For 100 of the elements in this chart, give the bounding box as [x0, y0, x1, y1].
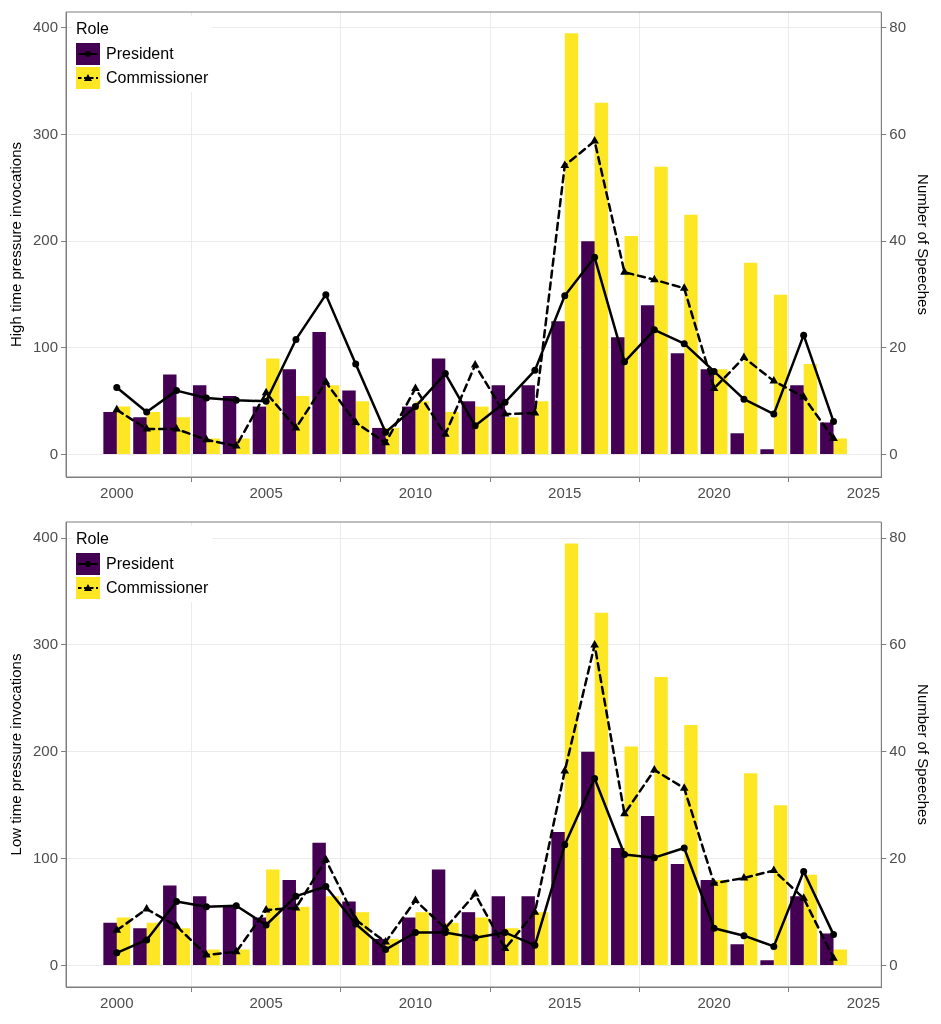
bar [714, 369, 728, 455]
bar [594, 102, 609, 455]
x-tick-label: 2010 [398, 484, 433, 502]
bar [654, 677, 668, 966]
bar [461, 912, 476, 966]
bar [431, 869, 446, 966]
y2-tick-label: 60 [889, 124, 906, 142]
point [531, 366, 539, 374]
bar [551, 321, 565, 455]
y2-tick-label: 0 [889, 955, 898, 973]
point [321, 854, 331, 863]
legend-label: Commissioner [106, 578, 209, 598]
point [620, 358, 628, 366]
bar [624, 746, 638, 966]
x-tick-label: 2000 [100, 994, 134, 1012]
bar [312, 842, 326, 966]
point [232, 396, 240, 404]
point [142, 903, 151, 912]
bar [790, 385, 804, 455]
y-tick-label: 100 [33, 848, 59, 866]
bar [534, 401, 549, 455]
y2-tick-label: 20 [889, 338, 906, 356]
point [142, 424, 151, 432]
point [530, 408, 540, 416]
point [830, 418, 838, 426]
bar [295, 906, 310, 966]
point [710, 924, 718, 932]
bar [445, 411, 459, 455]
y2-tick-label: 80 [889, 528, 906, 546]
bar [773, 805, 788, 966]
point [292, 335, 300, 343]
point [620, 808, 629, 817]
bar [670, 353, 685, 455]
point [501, 398, 509, 406]
bar [236, 949, 250, 966]
point [530, 907, 540, 915]
x-tick-label: 2005 [249, 994, 283, 1012]
x-tick-label: 2025 [846, 484, 881, 502]
bar [833, 438, 847, 455]
point [352, 360, 360, 368]
point [560, 766, 570, 774]
point [382, 946, 390, 954]
point [769, 865, 779, 873]
y2-tick-label: 40 [889, 741, 906, 759]
point [500, 943, 510, 952]
point [709, 878, 719, 886]
point [709, 383, 719, 391]
bar [163, 374, 177, 455]
point [561, 841, 569, 849]
bar [415, 912, 429, 966]
y-tick-label: 0 [49, 955, 59, 973]
bar [222, 906, 237, 966]
point [113, 949, 121, 957]
bar [760, 960, 774, 966]
bar [743, 262, 758, 455]
point [382, 428, 390, 436]
point [680, 340, 688, 348]
y2-tick-label: 80 [889, 18, 906, 36]
bar [266, 869, 280, 966]
point [262, 397, 270, 405]
point [411, 383, 420, 391]
y-tick-label: 300 [33, 124, 59, 142]
bar [116, 406, 131, 455]
point [381, 437, 390, 446]
point [292, 892, 300, 900]
y-tick-label: 200 [33, 231, 59, 249]
point [769, 376, 779, 384]
bar [325, 896, 340, 966]
point [531, 941, 539, 949]
point [650, 765, 659, 773]
point [172, 921, 181, 929]
bar [654, 166, 668, 455]
point [620, 267, 629, 275]
bar [670, 864, 685, 966]
point [590, 136, 599, 144]
point [291, 902, 301, 911]
point [470, 360, 480, 368]
point [799, 392, 808, 400]
bar [342, 390, 356, 455]
point [441, 370, 449, 378]
bar [773, 294, 788, 455]
bar [325, 385, 340, 455]
point [232, 902, 240, 910]
point [173, 897, 181, 905]
bar [790, 896, 804, 966]
point [650, 326, 658, 334]
bar [684, 214, 698, 455]
y2-tick-label: 60 [889, 635, 906, 653]
bar [505, 417, 519, 455]
point [679, 783, 689, 791]
point [680, 844, 688, 852]
bar [640, 815, 655, 966]
bar [355, 401, 370, 455]
legend-label: President [106, 554, 174, 574]
point [291, 422, 301, 431]
x-tick-label: 2015 [548, 484, 582, 502]
y2-tick-label: 40 [889, 231, 906, 249]
x-tick-label: 2025 [846, 994, 881, 1012]
bar [624, 235, 638, 455]
point [800, 331, 808, 339]
